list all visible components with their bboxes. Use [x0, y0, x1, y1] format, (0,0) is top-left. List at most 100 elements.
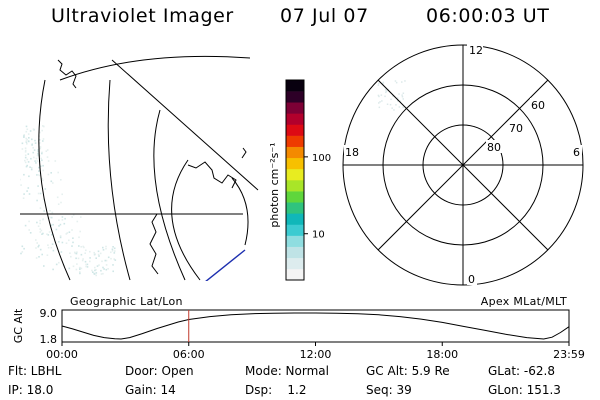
geo-emission-dot — [23, 134, 25, 136]
geo-emission-dot — [42, 164, 44, 167]
polar-emission-dot — [390, 98, 392, 101]
geo-emission-dot — [30, 168, 33, 171]
geo-emission-dot — [37, 174, 39, 176]
geo-emission-dot — [58, 219, 60, 221]
geo-emission-dot — [91, 269, 93, 272]
geo-emission-dot — [46, 254, 49, 256]
polar-emission-dot — [378, 82, 380, 85]
polar-label-bg — [344, 145, 362, 159]
geo-emission-dot — [31, 138, 33, 141]
geo-emission-dot — [61, 219, 64, 221]
geo-emission-dot — [37, 150, 39, 153]
geo-emission-dot — [72, 237, 74, 239]
geo-emission-dot — [95, 274, 97, 277]
geo-emission-dot — [111, 248, 114, 251]
geo-emission-dot — [50, 172, 52, 174]
geo-emission-dot — [21, 251, 24, 253]
geo-emission-dot — [81, 259, 84, 262]
polar-emission-dot — [385, 90, 388, 92]
geo-emission-dot — [110, 251, 112, 254]
geo-emission-dot — [21, 245, 24, 248]
geo-emission-dot — [79, 271, 81, 273]
geo-coastline — [149, 213, 159, 275]
geo-emission-dot — [39, 131, 41, 134]
altitude-xtick-label: 00:00 — [46, 348, 78, 361]
geo-emission-dot — [102, 266, 104, 269]
geo-emission-dot — [37, 225, 40, 227]
geo-emission-dot — [111, 250, 114, 252]
geo-emission-dot — [39, 231, 42, 233]
geo-emission-dot — [78, 266, 81, 269]
geo-emission-dot — [112, 264, 114, 266]
geo-emission-dot — [95, 272, 98, 274]
geo-emission-dot — [89, 257, 91, 259]
polar-mlt-label: 6 — [573, 146, 580, 159]
geo-emission-dot — [95, 269, 97, 271]
colorbar-cell — [286, 202, 304, 214]
geo-emission-dot — [83, 246, 85, 249]
geo-emission-dot — [20, 178, 21, 181]
geo-emission-dot — [113, 247, 116, 250]
colorbar-cell — [286, 80, 304, 92]
geo-emission-dot — [104, 259, 107, 262]
polar-emission-dot — [391, 107, 393, 109]
geo-emission-dot — [105, 259, 108, 262]
geo-emission-dot — [74, 252, 77, 255]
polar-emission-dot — [384, 95, 386, 98]
intensity-colorbar: 100 10 photon cm⁻²s⁻¹ — [268, 79, 331, 281]
geo-emission-dot — [56, 196, 59, 199]
geo-coastline — [241, 147, 247, 159]
polar-emission-dot — [402, 92, 405, 94]
polar-emission-dot — [402, 98, 404, 100]
colorbar-cell — [286, 224, 304, 236]
geo-emission-dot — [99, 252, 102, 255]
colorbar-cell — [286, 235, 304, 247]
geo-emission-dot — [64, 217, 66, 220]
geo-emission-dot — [37, 149, 39, 151]
geo-emission-dot — [24, 147, 27, 149]
geo-emission-dot — [101, 260, 103, 263]
geo-emission-dot — [36, 221, 38, 224]
polar-emission-dot — [382, 82, 384, 85]
ip-info: IP: 18.0 — [8, 383, 54, 397]
geo-emission-dot — [46, 149, 49, 151]
geo-emission-dot — [61, 193, 63, 196]
geo-emission-dot — [36, 242, 38, 244]
geo-emission-dot — [27, 161, 30, 163]
geo-emission-dot — [63, 222, 66, 225]
altitude-chart-ylabel: GC Alt — [12, 308, 25, 343]
geo-emission-dot — [33, 149, 36, 151]
geo-emission-dot — [95, 257, 97, 259]
geo-emission-dot — [42, 179, 44, 182]
geo-emission-dot — [47, 246, 50, 249]
polar-emission-dot — [397, 100, 399, 102]
geo-emission-dot — [97, 250, 100, 253]
polar-emission-dot — [398, 93, 400, 95]
polar-meridian-line — [377, 79, 549, 251]
polar-emission-dot — [398, 106, 401, 108]
altitude-xtick-label: 06:00 — [173, 348, 205, 361]
geo-emission-dot — [28, 220, 30, 223]
geo-emission-dot — [93, 272, 95, 275]
geo-emission-dot — [20, 184, 22, 186]
geo-emission-dot — [66, 232, 69, 234]
geo-emission-dot — [75, 268, 78, 271]
geo-emission-dot — [48, 231, 51, 233]
geo-emission-dot — [80, 253, 83, 256]
polar-emission-dot — [404, 80, 406, 82]
geo-emission-dot — [25, 140, 27, 143]
colorbar-ticks: 100 10 — [304, 153, 331, 241]
colorbar-cell — [286, 246, 304, 259]
geo-emission-dot — [82, 258, 84, 260]
geo-emission-dot — [51, 233, 53, 236]
geo-emission-dot — [110, 257, 112, 260]
colorbar-cell — [286, 146, 304, 159]
geo-emission-dot — [41, 253, 43, 256]
geo-emission-dot — [23, 173, 25, 176]
geo-emission-dot — [29, 166, 31, 168]
geo-emission-dot — [60, 201, 62, 204]
geo-emission-dot — [105, 264, 108, 266]
geo-emission-dot — [37, 245, 40, 248]
